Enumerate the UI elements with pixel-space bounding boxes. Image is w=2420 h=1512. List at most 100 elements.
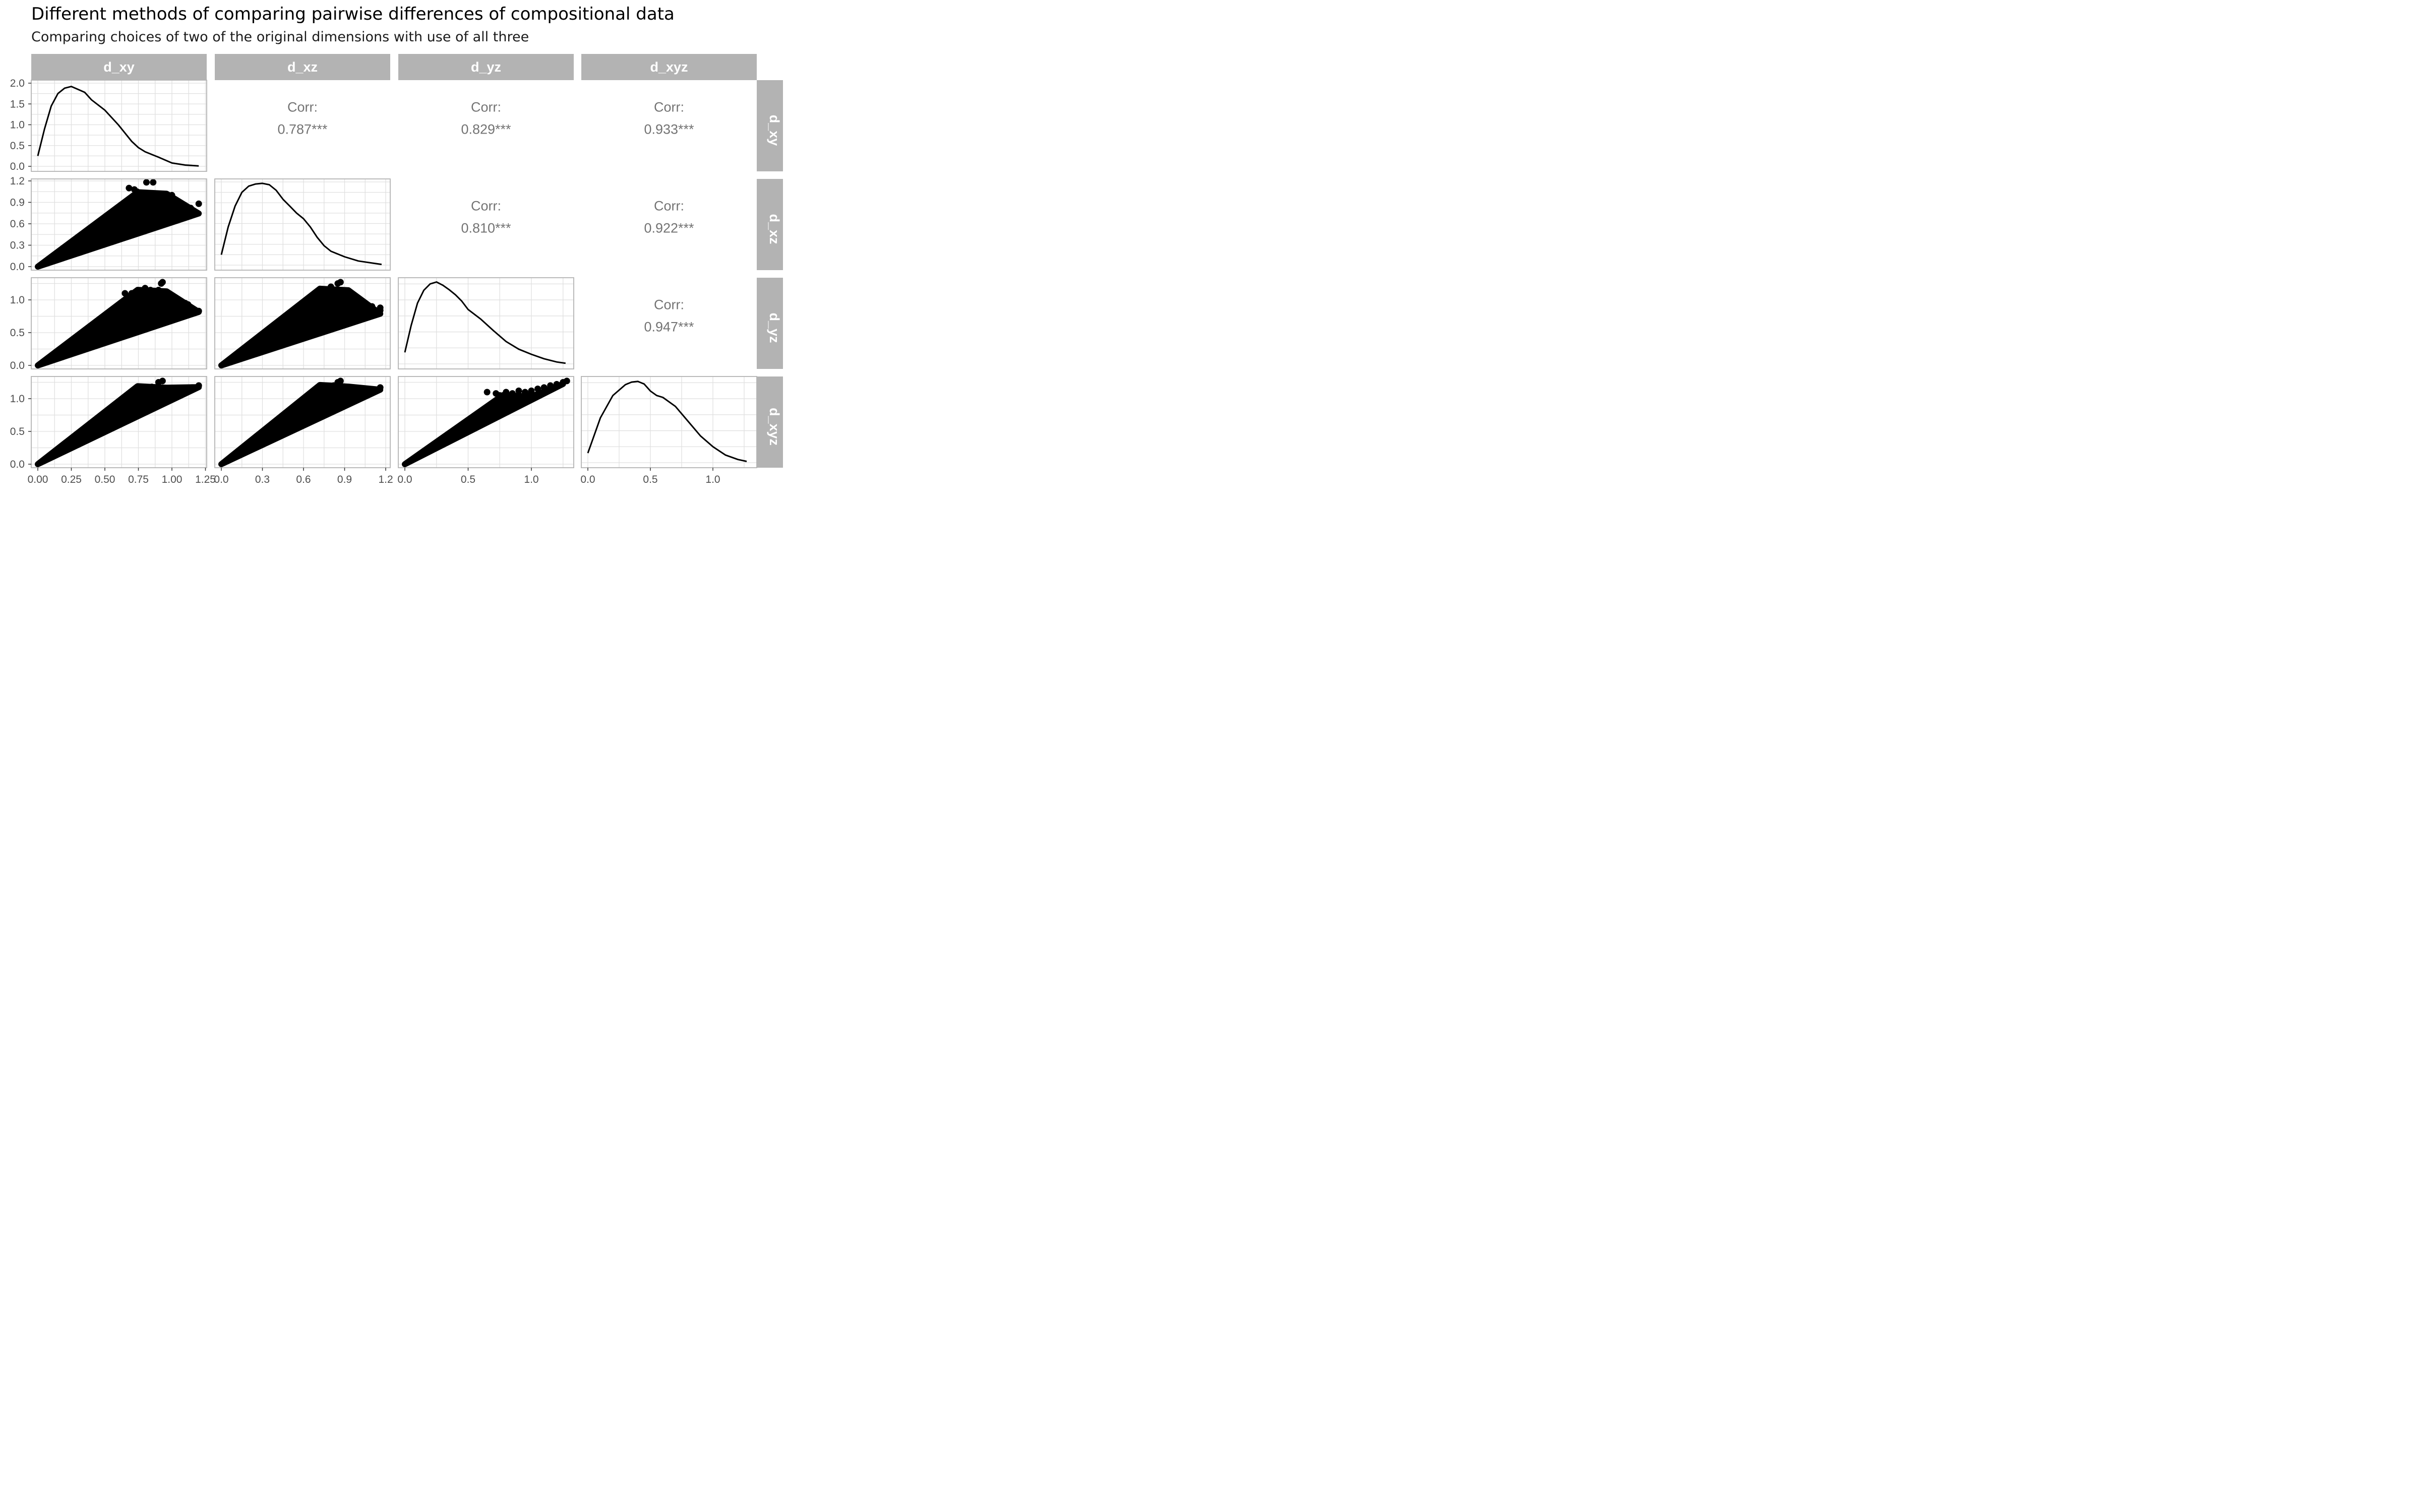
column-strip-label: d_xy <box>103 59 135 75</box>
chart-subtitle: Comparing choices of two of the original… <box>31 29 529 45</box>
data-point <box>148 384 155 391</box>
data-point <box>152 387 159 394</box>
data-point <box>155 203 162 210</box>
data-point <box>131 293 138 300</box>
data-point <box>139 198 146 205</box>
column-strip-d_yz <box>398 54 574 80</box>
data-point <box>547 382 554 389</box>
correlation-label: Corr: <box>654 100 684 115</box>
correlation-label: Corr: <box>471 199 501 214</box>
x-tick-label: 1.00 <box>162 474 183 485</box>
panel-border <box>31 277 207 369</box>
x-tick-label: 0.50 <box>95 474 115 485</box>
data-point <box>327 387 334 394</box>
data-point <box>159 377 166 385</box>
data-point <box>122 290 129 297</box>
y-tick-label: 0.5 <box>10 327 25 339</box>
data-point <box>337 377 344 385</box>
data-point <box>503 389 510 396</box>
data-point <box>131 392 138 399</box>
data-point <box>159 290 166 297</box>
data-point <box>163 204 170 211</box>
data-point <box>348 300 355 306</box>
panel-border <box>31 178 207 271</box>
scatter-panel-d_xz-vs-d_xy <box>31 178 207 271</box>
chart-title: Different methods of comparing pairwise … <box>31 4 675 24</box>
scatter-panel-d_yz-vs-d_xz <box>214 277 391 369</box>
panel-border <box>214 178 391 271</box>
data-point <box>190 209 197 216</box>
x-tick-label: 0.6 <box>296 474 311 485</box>
data-point <box>144 300 151 306</box>
x-tick-label: 1.0 <box>524 474 538 485</box>
data-point <box>142 285 149 292</box>
data-point <box>195 307 202 314</box>
data-point <box>168 210 175 217</box>
x-tick-label: 1.25 <box>195 474 216 485</box>
y-tick-label: 0.5 <box>10 140 25 152</box>
y-tick-label: 0.0 <box>10 261 25 273</box>
column-strip-d_xz <box>215 54 390 80</box>
data-point <box>195 382 202 389</box>
data-point <box>327 283 334 290</box>
row-strip-label: d_xyz <box>767 408 782 446</box>
y-tick-label: 1.5 <box>10 98 25 110</box>
data-point <box>152 301 159 308</box>
data-point <box>150 179 157 186</box>
x-tick-label: 1.2 <box>378 474 393 485</box>
correlation-value: 0.947*** <box>644 320 694 335</box>
x-tick-label: 0.3 <box>255 474 270 485</box>
scatter-panel-d_xyz-vs-d_xy <box>31 376 207 468</box>
data-point <box>168 389 175 396</box>
y-tick-label: 1.2 <box>10 175 25 187</box>
data-point <box>148 207 155 214</box>
data-point <box>540 384 548 391</box>
data-point <box>139 389 146 396</box>
panel-border <box>214 376 391 468</box>
data-point <box>189 309 196 317</box>
row-strip-d_xyz <box>757 376 783 468</box>
y-tick-label: 0.0 <box>10 161 25 172</box>
data-point <box>363 309 370 317</box>
data-point <box>341 390 348 397</box>
x-tick-label: 0.5 <box>461 474 475 485</box>
data-point <box>189 384 196 391</box>
y-tick-label: 0.0 <box>10 459 25 470</box>
scatter-panel-d_xyz-vs-d_xz <box>214 376 391 468</box>
density-curve-d_yz <box>404 281 566 364</box>
data-point <box>330 290 337 297</box>
data-point <box>515 387 522 394</box>
data-point <box>369 387 376 394</box>
column-strip-d_xy <box>31 54 207 80</box>
row-strip-label: d_xy <box>767 115 782 146</box>
y-tick-label: 0.5 <box>10 426 25 437</box>
density-curve-d_xyz <box>587 381 747 462</box>
data-point <box>348 389 355 396</box>
data-point <box>369 303 376 310</box>
data-point <box>179 306 186 313</box>
row-strip-d_xz <box>757 179 783 270</box>
y-tick-label: 0.9 <box>10 197 25 208</box>
column-strip-label: d_xyz <box>650 59 688 75</box>
x-tick-label: 1.0 <box>705 474 720 485</box>
x-tick-label: 0.25 <box>61 474 82 485</box>
y-tick-label: 0.0 <box>10 360 25 371</box>
density-panel-d_xz <box>214 178 391 271</box>
panel-border <box>31 80 207 172</box>
x-tick-label: 0.9 <box>337 474 352 485</box>
data-point <box>166 305 173 312</box>
data-point <box>338 301 345 308</box>
data-point <box>142 384 149 391</box>
row-strip-d_xy <box>757 80 783 171</box>
data-point <box>171 203 178 210</box>
density-curve-d_xy <box>37 86 199 167</box>
panel-border <box>581 376 757 468</box>
column-strip-label: d_yz <box>471 59 501 75</box>
correlation-label: Corr: <box>654 297 684 312</box>
data-point <box>355 387 362 394</box>
row-strip-label: d_yz <box>767 312 782 343</box>
y-tick-label: 0.3 <box>10 239 25 251</box>
data-point <box>337 279 344 286</box>
data-point <box>377 384 384 391</box>
y-tick-label: 1.0 <box>10 294 25 306</box>
